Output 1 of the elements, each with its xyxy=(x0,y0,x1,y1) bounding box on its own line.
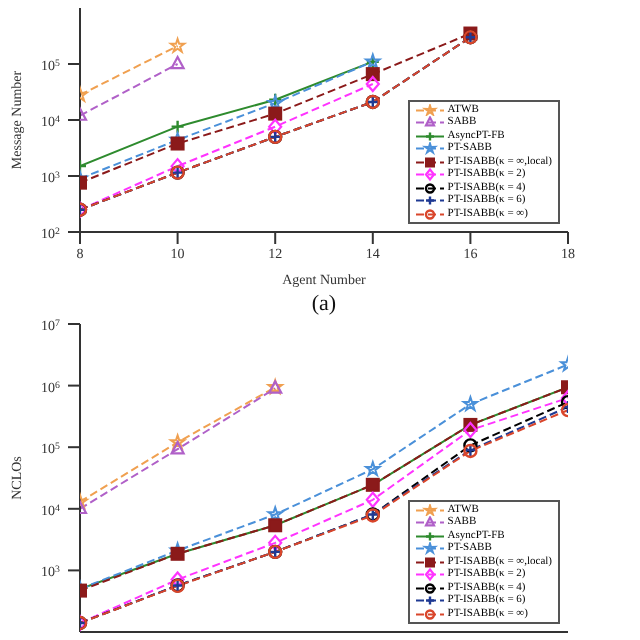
text: (a) xyxy=(309,292,339,316)
